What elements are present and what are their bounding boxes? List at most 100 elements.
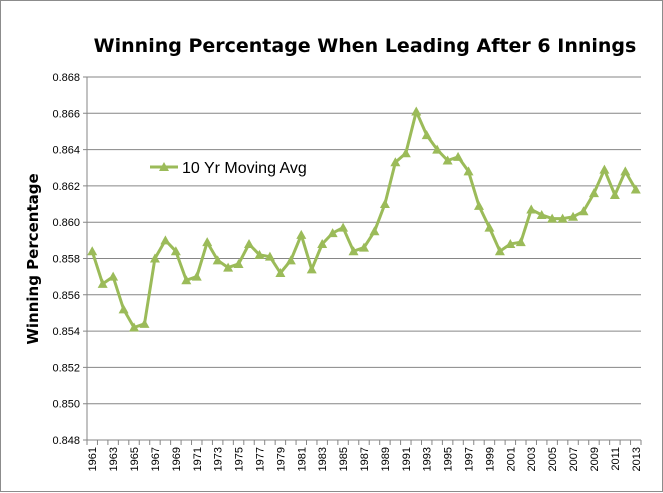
y-tick-label: 0.866 bbox=[52, 108, 80, 120]
x-tick-label: 2009 bbox=[589, 447, 601, 471]
data-point-marker bbox=[275, 268, 286, 278]
data-point-marker bbox=[473, 200, 484, 210]
x-tick-label: 1971 bbox=[192, 447, 204, 471]
x-tick-label: 1993 bbox=[422, 447, 434, 471]
data-point-marker bbox=[181, 275, 192, 285]
data-point-marker bbox=[526, 204, 537, 214]
data-point-marker bbox=[359, 242, 369, 252]
x-tick-label: 2005 bbox=[547, 447, 559, 471]
data-point-marker bbox=[87, 246, 98, 256]
data-point-marker bbox=[536, 209, 547, 219]
data-point-marker bbox=[348, 246, 359, 256]
x-tick-label: 2013 bbox=[631, 447, 643, 471]
data-point-marker bbox=[379, 199, 390, 209]
data-point-marker bbox=[547, 213, 558, 223]
data-point-marker bbox=[442, 155, 453, 165]
chart-title: Winning Percentage When Leading After 6 … bbox=[94, 35, 637, 57]
data-point-marker bbox=[296, 229, 307, 239]
x-tick-label: 1969 bbox=[171, 447, 183, 471]
data-point-marker bbox=[233, 258, 244, 268]
x-tick-label: 1963 bbox=[108, 447, 120, 471]
x-tick-label: 1981 bbox=[296, 447, 308, 471]
data-point-marker bbox=[494, 246, 505, 256]
y-tick-label: 0.850 bbox=[52, 399, 80, 411]
y-tick-label: 0.856 bbox=[52, 290, 80, 302]
legend-label: 10 Yr Moving Avg bbox=[182, 160, 307, 177]
data-point-marker bbox=[129, 322, 140, 332]
x-tick-label: 1987 bbox=[359, 447, 371, 471]
data-point-marker bbox=[327, 228, 338, 238]
data-point-marker bbox=[264, 251, 275, 261]
data-point-marker bbox=[338, 222, 349, 232]
legend-marker-icon bbox=[159, 162, 169, 171]
data-point-marker bbox=[390, 157, 401, 167]
x-tick-label: 2011 bbox=[610, 447, 622, 471]
x-tick-label: 1973 bbox=[213, 447, 225, 471]
data-point-marker bbox=[97, 278, 108, 288]
data-point-marker bbox=[599, 164, 610, 174]
x-tick-label: 2001 bbox=[505, 447, 517, 471]
data-point-marker bbox=[254, 249, 265, 259]
legend: 10 Yr Moving Avg bbox=[150, 160, 307, 177]
data-point-marker bbox=[108, 271, 119, 281]
data-point-marker bbox=[411, 106, 422, 116]
data-point-marker bbox=[118, 304, 129, 314]
y-tick-labels: 0.848 0.850 0.852 0.854 0.856 0.858 0.860 0.862… bbox=[52, 72, 80, 447]
data-point-marker bbox=[191, 271, 202, 281]
x-tick-label: 2007 bbox=[568, 447, 580, 471]
x-tick-label: 1967 bbox=[150, 447, 162, 471]
x-tick-label: 1975 bbox=[234, 447, 246, 471]
data-point-marker bbox=[609, 189, 620, 199]
data-point-marker bbox=[515, 237, 526, 247]
x-tick-label: 1999 bbox=[484, 447, 496, 471]
data-point-marker bbox=[317, 238, 328, 248]
x-tick-label: 1965 bbox=[129, 447, 141, 471]
y-tick-label: 0.864 bbox=[52, 145, 80, 157]
x-tick-label: 1979 bbox=[275, 447, 287, 471]
x-tick-label: 1985 bbox=[338, 447, 350, 471]
data-point-marker bbox=[620, 166, 631, 176]
data-point-marker bbox=[463, 166, 474, 176]
data-point-marker bbox=[369, 226, 380, 236]
data-point-marker bbox=[557, 213, 568, 223]
data-point-marker bbox=[160, 235, 171, 245]
data-point-marker bbox=[306, 264, 317, 274]
y-tick-label: 0.854 bbox=[52, 326, 80, 338]
data-point-marker bbox=[432, 144, 443, 154]
data-point-marker bbox=[630, 184, 641, 194]
data-point-marker bbox=[202, 237, 213, 247]
data-point-marker bbox=[505, 238, 516, 248]
data-point-marker bbox=[588, 188, 599, 198]
data-point-marker bbox=[223, 262, 234, 272]
x-tick-label: 1961 bbox=[87, 447, 99, 471]
data-series bbox=[87, 106, 641, 332]
data-point-marker bbox=[453, 151, 464, 161]
gridlines bbox=[83, 76, 641, 441]
data-point-marker bbox=[139, 318, 150, 328]
x-tick-label: 2003 bbox=[526, 447, 538, 471]
y-tick-label: 0.862 bbox=[52, 181, 80, 193]
data-point-marker bbox=[212, 255, 223, 265]
y-tick-label: 0.860 bbox=[52, 217, 80, 229]
data-point-marker bbox=[244, 238, 255, 248]
data-point-marker bbox=[421, 130, 432, 140]
data-point-marker bbox=[149, 253, 160, 263]
y-tick-label: 0.868 bbox=[52, 72, 80, 84]
data-point-marker bbox=[568, 211, 579, 221]
x-tick-label: 1989 bbox=[380, 447, 392, 471]
x-tick-label: 1983 bbox=[317, 447, 329, 471]
x-tick-label: 1991 bbox=[401, 447, 413, 471]
x-tick-label: 1977 bbox=[254, 447, 266, 471]
data-point-marker bbox=[170, 246, 181, 256]
x-tick-labels: 1961 1963 1965 1967 1969 1971 1973 1975 1977 1979… bbox=[86, 440, 643, 471]
data-point-marker bbox=[285, 255, 296, 265]
y-axis-title: Winning Percentage bbox=[24, 173, 42, 344]
y-tick-label: 0.848 bbox=[52, 435, 80, 447]
data-point-marker bbox=[578, 206, 589, 216]
x-tick-label: 1995 bbox=[443, 447, 455, 471]
y-tick-label: 0.852 bbox=[52, 362, 80, 374]
data-point-marker bbox=[484, 222, 495, 232]
y-tick-label: 0.858 bbox=[52, 254, 80, 266]
